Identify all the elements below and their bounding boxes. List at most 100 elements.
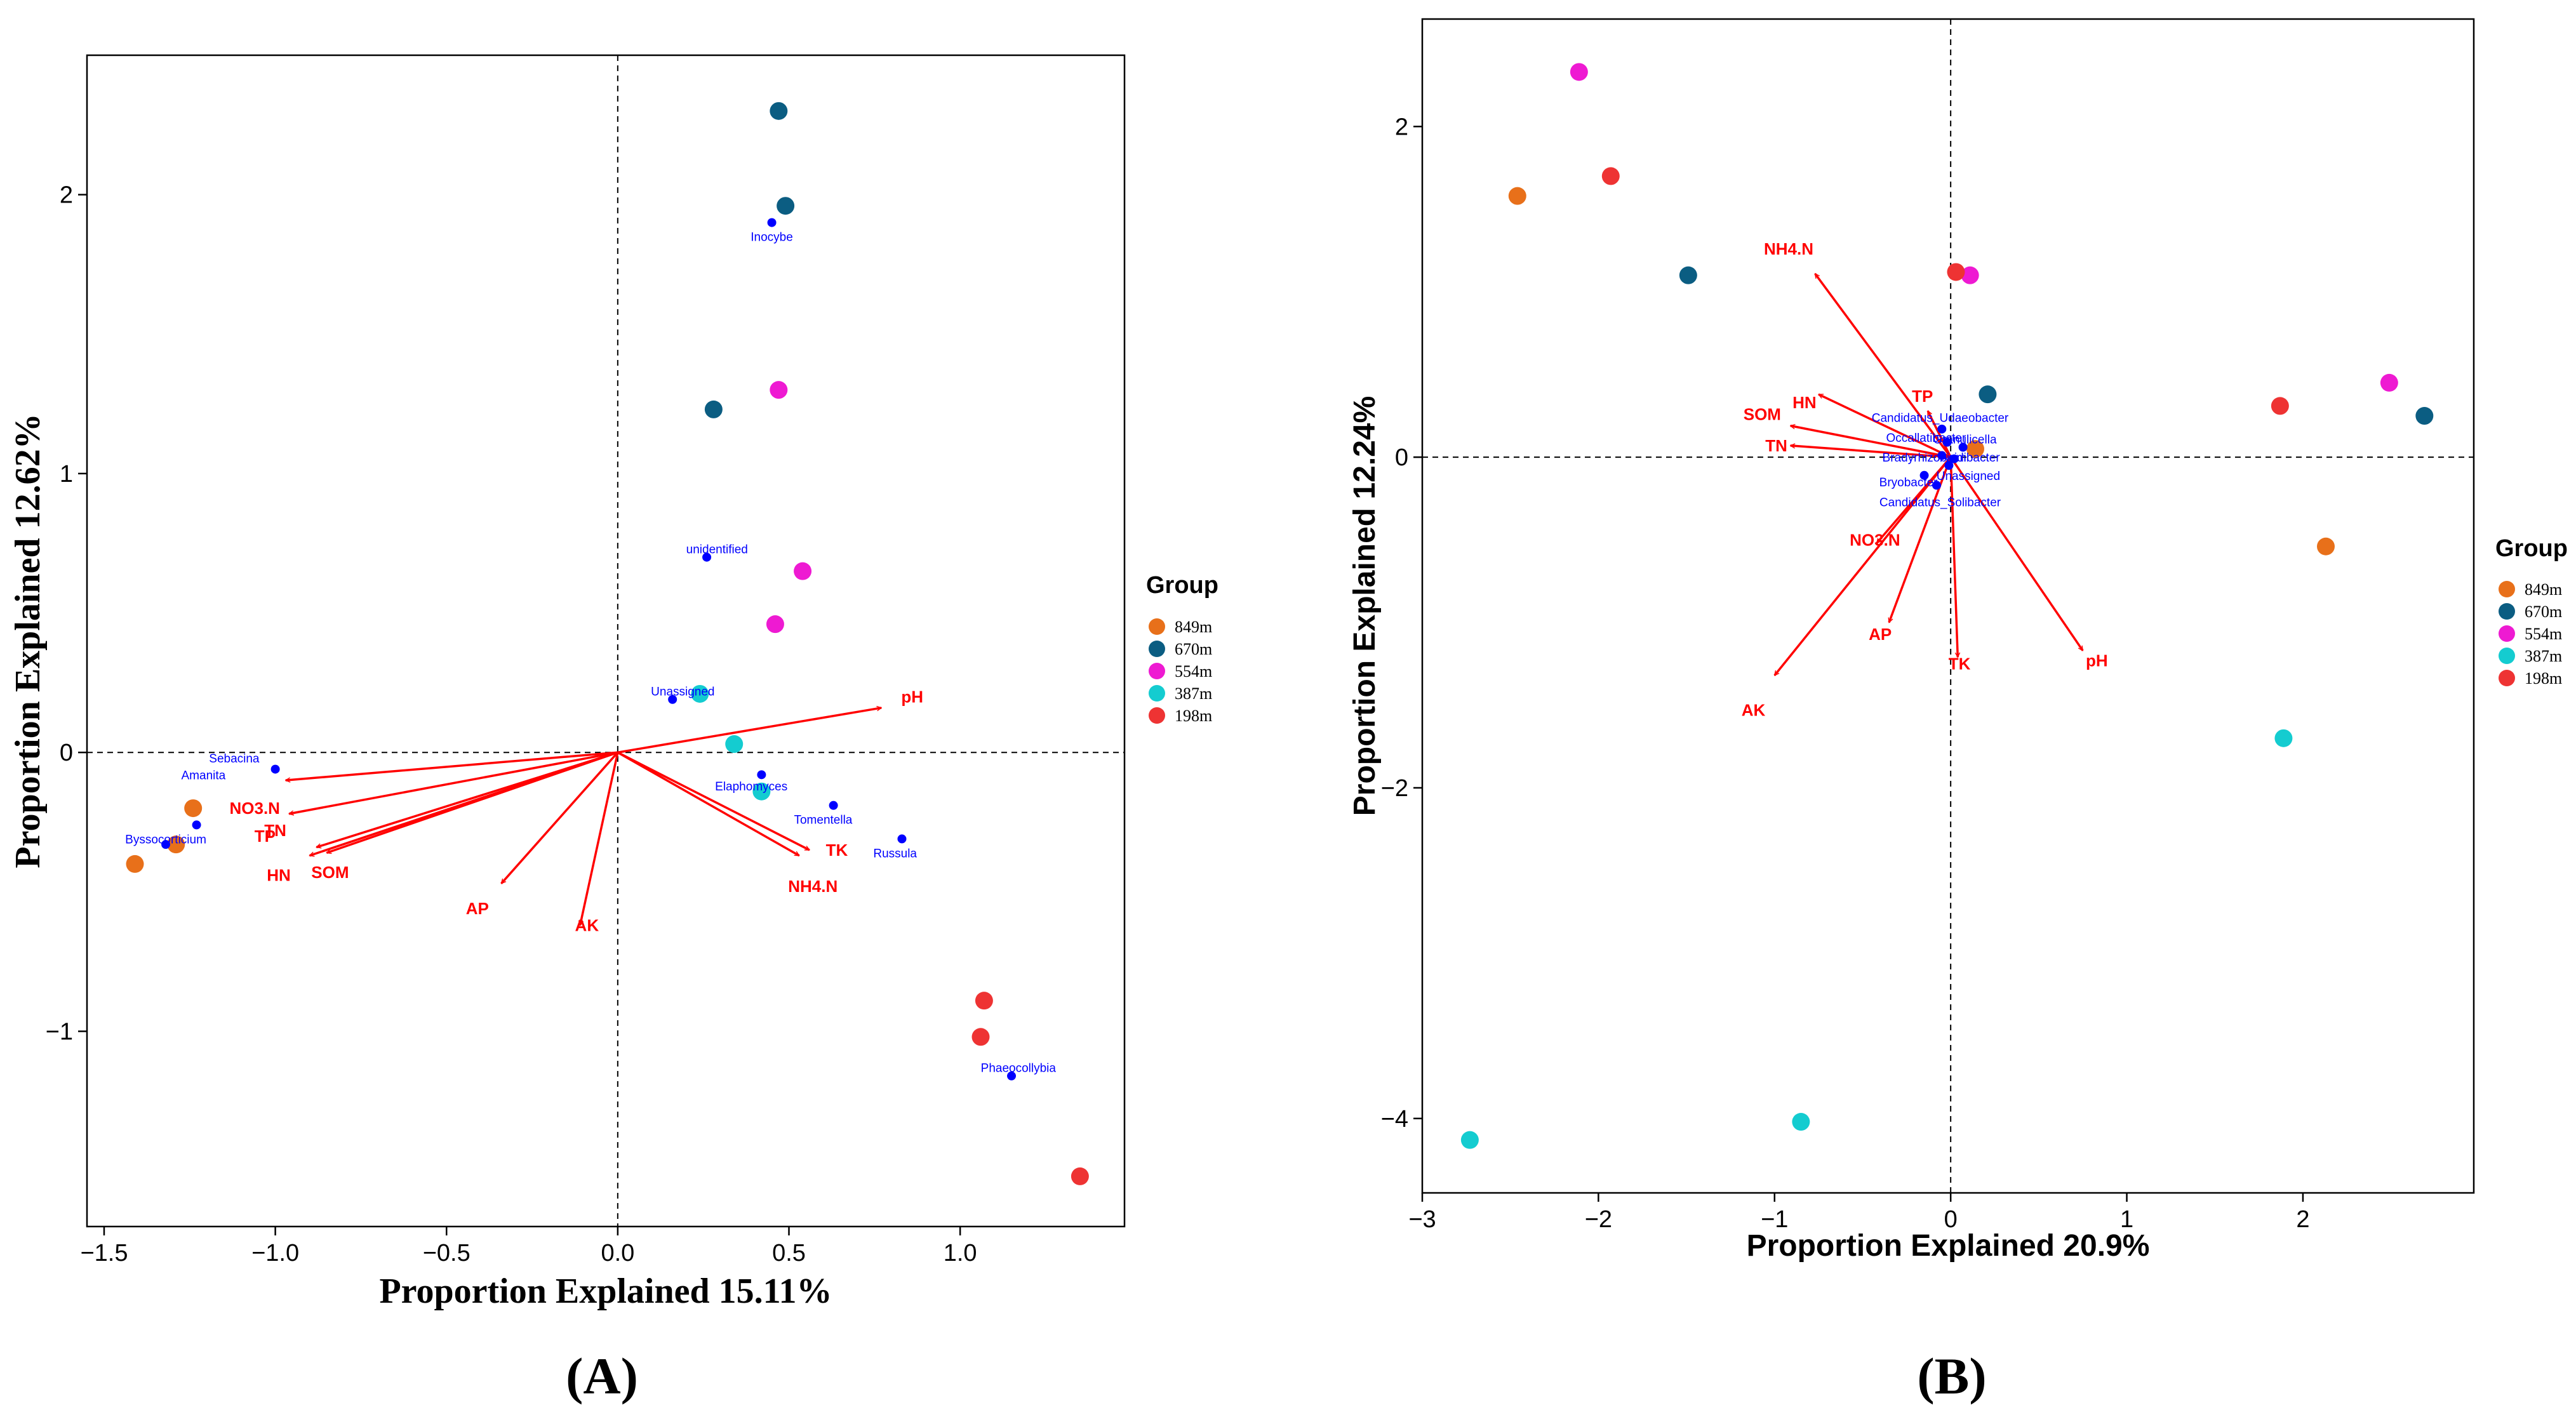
sample-point-198m — [2271, 397, 2289, 415]
y-tick-label: 1 — [60, 461, 73, 488]
vector-arrow-tk — [617, 751, 810, 851]
vector-label-ak: AK — [1742, 701, 1766, 720]
vector-arrow-nh4n — [617, 751, 799, 857]
vector-arrow-nh4n — [1814, 274, 1952, 458]
vector-arrow-hn — [310, 751, 618, 856]
x-tick-label: 0.0 — [601, 1240, 634, 1267]
x-tick-label: 0.5 — [772, 1240, 806, 1267]
taxon-point-acidibacter — [1949, 454, 1959, 463]
legend-label-849m: 849m — [1175, 618, 1212, 636]
legend-label-387m: 387m — [1175, 684, 1212, 703]
vector-label-ph: pH — [901, 687, 923, 706]
panel-label: (A) — [566, 1347, 638, 1405]
sample-point-554m — [794, 562, 812, 580]
legend-swatch-554m — [1149, 663, 1165, 679]
vector-arrow-som — [1791, 426, 1951, 458]
legend-swatch-387m — [2499, 648, 2515, 664]
sample-point-554m — [1570, 63, 1588, 81]
legend-label-554m: 554m — [1175, 662, 1212, 681]
sample-point-387m — [1460, 1131, 1479, 1149]
sample-point-198m — [1071, 1167, 1089, 1185]
y-tick-label: 0 — [1395, 444, 1408, 471]
taxon-point-candidatus-udaeobacter — [1937, 424, 1947, 434]
taxon-label-unidentified: unidentified — [686, 543, 748, 557]
sample-point-554m — [1961, 266, 1979, 284]
x-tick-label: −0.5 — [423, 1240, 470, 1267]
legend-swatch-387m — [1149, 685, 1165, 702]
vector-label-tk: TK — [826, 841, 848, 860]
vector-arrow-tn — [1791, 446, 1951, 458]
vector-label-tp: TP — [1912, 387, 1933, 406]
legend-title: Group — [1146, 572, 1218, 599]
legend-label-198m: 198m — [2525, 669, 2562, 688]
vector-arrow-tk — [1949, 457, 1958, 657]
sample-point-554m — [770, 381, 788, 399]
taxon-label-unassigned: Unassigned — [651, 686, 714, 699]
taxon-label-unassigned: Unassigned — [1937, 470, 2000, 483]
x-tick-label: 1 — [2120, 1206, 2133, 1233]
vector-arrow-ap — [500, 752, 619, 884]
vector-label-tk: TK — [1949, 655, 1971, 674]
y-tick-label: −1 — [46, 1019, 73, 1046]
taxon-point-candidatus-solibacter — [1932, 481, 1941, 490]
x-tick-label: −3 — [1408, 1206, 1436, 1233]
legend-label-554m: 554m — [2525, 625, 2562, 643]
vector-label-hn: HN — [267, 866, 291, 885]
legend-swatch-849m — [1149, 618, 1165, 635]
sample-point-670m — [777, 197, 795, 215]
taxon-point-unassigned — [668, 695, 677, 704]
x-tick-label: 1.0 — [944, 1240, 977, 1267]
sample-point-198m — [975, 992, 993, 1010]
vector-label-no3n: NO3.N — [230, 799, 280, 818]
sample-point-554m — [766, 615, 784, 634]
taxon-label-bryobacter: Bryobacter — [1879, 476, 1939, 489]
taxon-label-russula: Russula — [873, 847, 917, 860]
legend-swatch-198m — [2499, 670, 2515, 686]
vector-label-ap: AP — [466, 899, 489, 918]
taxon-label-byssocorticium: Byssocorticium — [125, 833, 206, 846]
vector-label-tn: TN — [264, 821, 286, 840]
vector-arrow-tp — [1926, 411, 1952, 458]
x-axis-title: Proportion Explained 15.11% — [379, 1272, 832, 1311]
vector-label-nh4n: NH4.N — [1764, 239, 1813, 258]
sample-point-670m — [1979, 385, 1997, 404]
taxon-label-acidibacter: Acidibacter — [1940, 451, 2001, 465]
vector-arrow-no3n — [289, 751, 618, 814]
vector-arrow-hn — [1819, 393, 1951, 458]
vector-arrow-ph — [617, 708, 881, 754]
taxon-label-sebacina: Sebacina — [209, 752, 260, 766]
sample-point-849m — [184, 799, 203, 818]
taxon-point-byssocorticium — [161, 840, 171, 849]
taxon-label-candidatus-solibacter: Candidatus_Solibacter — [1879, 496, 2001, 509]
taxon-label-tomentella: Tomentella — [794, 814, 852, 827]
legend-swatch-670m — [1149, 641, 1165, 657]
vector-arrow-ak — [580, 752, 619, 925]
x-tick-label: −1.0 — [251, 1240, 299, 1267]
sample-point-387m — [1792, 1113, 1810, 1131]
y-tick-label: −4 — [1381, 1106, 1408, 1133]
taxon-point-phaeocollybia — [1007, 1071, 1017, 1081]
taxon-label-occallatibacter: Occallatibacter — [1886, 432, 1966, 445]
legend-swatch-849m — [2499, 581, 2515, 597]
vector-label-ak: AK — [575, 916, 599, 935]
x-tick-label: −1.5 — [80, 1240, 128, 1267]
y-tick-label: −2 — [1381, 775, 1408, 802]
sample-point-387m — [725, 735, 744, 754]
sample-point-849m — [126, 855, 144, 873]
legend-label-670m: 670m — [2525, 602, 2562, 621]
taxon-point-tomentella — [829, 801, 838, 810]
plot-frame — [86, 54, 1126, 1228]
vector-arrow-tp — [286, 751, 618, 780]
vector-label-ap: AP — [1869, 625, 1892, 644]
legend-label-387m: 387m — [2525, 647, 2562, 665]
y-axis-title: Proportion Explained 12.24% — [1348, 396, 1382, 816]
plot-frame — [1421, 18, 2475, 1194]
taxon-point-unidentified — [702, 552, 712, 562]
legend-title: Group — [2495, 535, 2568, 562]
sample-point-670m — [704, 400, 723, 418]
sample-point-670m — [2415, 407, 2434, 425]
x-tick-label: 2 — [2296, 1206, 2309, 1233]
panel-label: (B) — [1917, 1347, 1986, 1405]
x-tick-label: −2 — [1585, 1206, 1612, 1233]
legend-swatch-554m — [2499, 625, 2515, 642]
